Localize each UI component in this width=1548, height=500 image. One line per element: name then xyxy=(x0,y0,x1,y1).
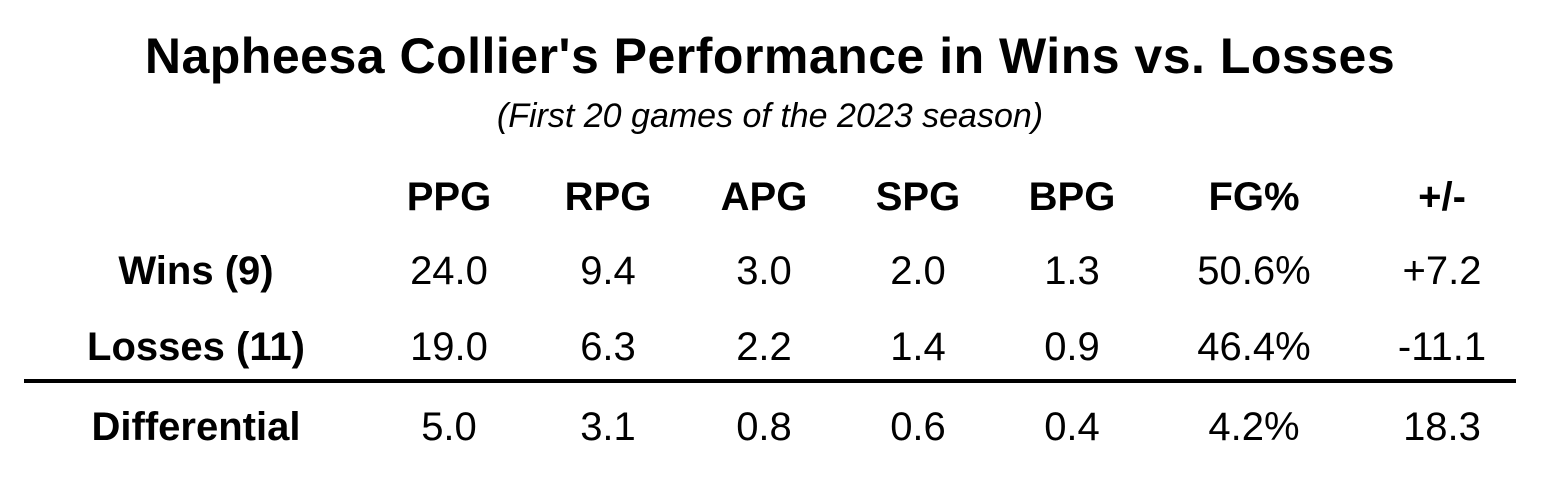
row-label: Differential xyxy=(91,405,301,449)
table-cell: 6.3 xyxy=(580,325,636,369)
row-label: Losses (11) xyxy=(87,325,305,369)
table-divider-line xyxy=(24,379,1516,383)
table-cell: 1.3 xyxy=(1044,249,1100,293)
column-header: PPG xyxy=(406,175,492,219)
table-cell: 4.2% xyxy=(1208,405,1300,449)
table-cell: 3.1 xyxy=(580,405,636,449)
column-header: BPG xyxy=(1028,175,1116,219)
column-header: +/- xyxy=(1418,175,1466,219)
table-cell: 5.0 xyxy=(421,405,477,449)
row-label: Wins (9) xyxy=(118,249,274,293)
column-header: APG xyxy=(720,175,808,219)
table-cell: 1.4 xyxy=(890,325,946,369)
table-cell: +7.2 xyxy=(1402,249,1482,293)
table-cell: 2.0 xyxy=(890,249,946,293)
table-cell: 18.3 xyxy=(1403,405,1481,449)
chart-subtitle: (First 20 games of the 2023 season) xyxy=(496,97,1044,135)
table-cell: 46.4% xyxy=(1197,325,1311,369)
column-header: SPG xyxy=(875,175,961,219)
column-header: RPG xyxy=(564,175,652,219)
table-cell: 2.2 xyxy=(736,325,792,369)
table-cell: 9.4 xyxy=(580,249,636,293)
table-cell: 24.0 xyxy=(410,249,488,293)
table-cell: 0.8 xyxy=(736,405,792,449)
table-cell: 3.0 xyxy=(736,249,792,293)
table-cell: 19.0 xyxy=(410,325,488,369)
table-cell: 50.6% xyxy=(1197,249,1311,293)
table-cell: 0.9 xyxy=(1044,325,1100,369)
table-cell: 0.4 xyxy=(1044,405,1100,449)
table-cell: 0.6 xyxy=(890,405,946,449)
table-cell: -11.1 xyxy=(1397,325,1487,369)
chart-title: Napheesa Collier's Performance in Wins v… xyxy=(144,28,1396,84)
column-header: FG% xyxy=(1208,175,1300,219)
